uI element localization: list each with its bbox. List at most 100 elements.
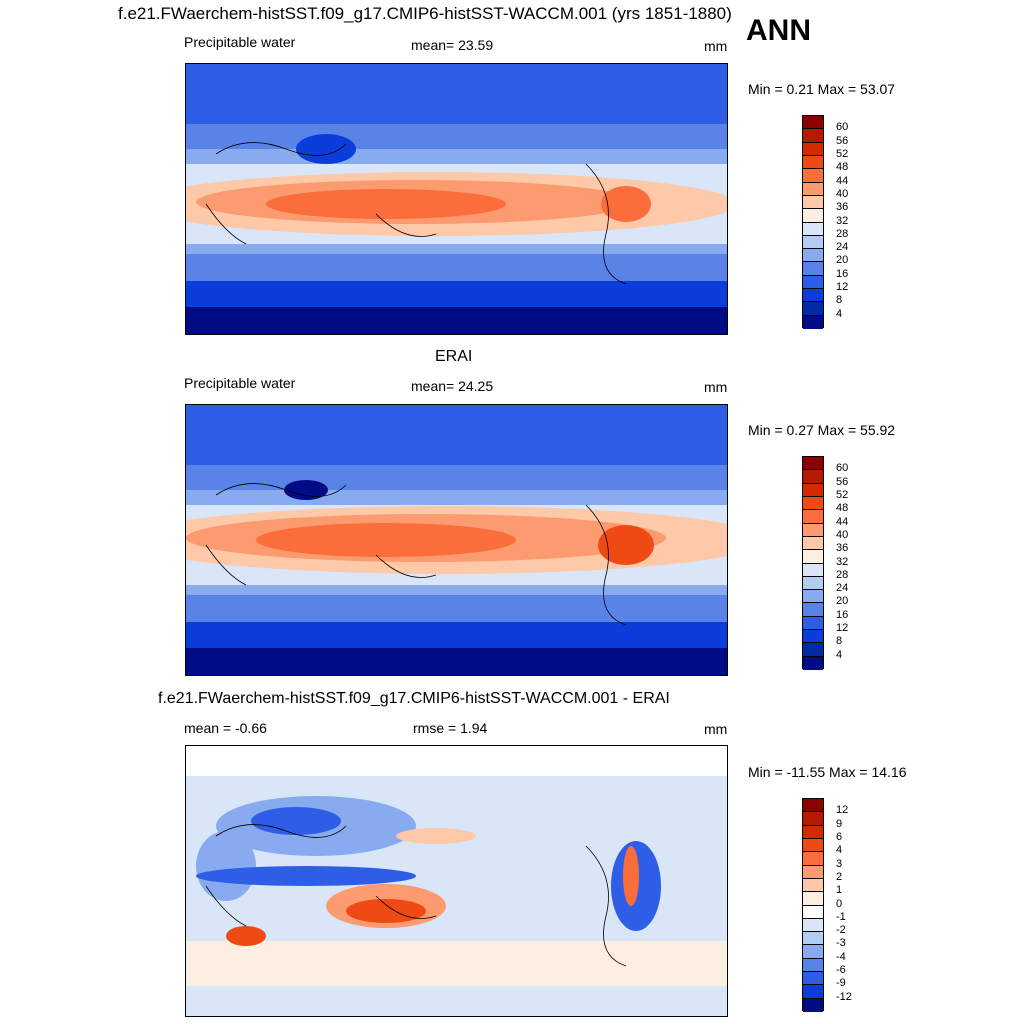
season-label: ANN: [746, 14, 811, 47]
panel3-rmse-label: rmse = 1.94: [413, 720, 488, 736]
colorbar-tick-label: 12: [836, 622, 849, 635]
colorbar-swatch: [803, 510, 823, 524]
panel3-map: [185, 745, 728, 1017]
colorbar-tick-label: 9: [836, 817, 843, 830]
panel1-mean-label: mean= 23.59: [411, 37, 494, 53]
colorbar-tick-label: 40: [836, 187, 849, 200]
colorbar-swatch: [803, 523, 823, 537]
colorbar-tick-label: 20: [836, 595, 849, 608]
colorbar-swatch: [803, 799, 823, 813]
colorbar-swatch: [803, 576, 823, 591]
panel3-minmax-label: Min = -11.55 Max = 14.16: [748, 764, 907, 780]
panel3-mean-label: mean = -0.66: [184, 720, 267, 736]
colorbar-swatch: [803, 222, 823, 236]
colorbar-swatch: [803, 932, 823, 946]
panel2-heading: ERAI: [435, 348, 473, 365]
colorbar-swatch: [803, 129, 823, 143]
colorbar-swatch: [803, 865, 823, 879]
colorbar-tick-label: 4: [836, 307, 843, 320]
panel2-map: [185, 404, 728, 676]
panel2-variable-label: Precipitable water: [184, 375, 296, 391]
figure-title: f.e21.FWaerchem-histSST.f09_g17.CMIP6-hi…: [118, 4, 732, 23]
colorbar-tick-label: 36: [836, 201, 849, 214]
panel2-minmax-label: Min = 0.27 Max = 55.92: [748, 422, 896, 438]
colorbar-tick-label: -9: [836, 977, 846, 990]
colorbar-swatch: [803, 892, 823, 906]
colorbar-swatch: [803, 838, 823, 853]
colorbar-tick-label: 8: [836, 294, 843, 307]
colorbar-swatch: [803, 496, 823, 511]
colorbar-tick-label: 4: [836, 648, 843, 661]
colorbar-tick-label: 24: [836, 241, 849, 254]
colorbar-tick-label: 4: [836, 844, 843, 857]
colorbar-tick-label: 44: [836, 174, 849, 187]
colorbar-swatch: [803, 302, 823, 316]
colorbar-tick-label: 16: [836, 267, 849, 280]
colorbar-tick-label: 52: [836, 147, 849, 160]
colorbar-tick-label: -3: [836, 937, 846, 950]
panel1-variable-label: Precipitable water: [184, 34, 296, 50]
colorbar-tick-label: 2: [836, 870, 843, 883]
colorbar-swatch: [803, 155, 823, 170]
colorbar-swatch: [803, 249, 823, 263]
panel2-units-label: mm: [704, 379, 728, 395]
panel1-map: [185, 63, 728, 335]
colorbar-swatch: [803, 590, 823, 604]
colorbar-tick-label: 28: [836, 568, 849, 581]
colorbar-swatch: [803, 563, 823, 577]
colorbar-tick-label: 12: [836, 281, 849, 294]
colorbar-swatch: [803, 972, 823, 986]
colorbar-tick-label: 8: [836, 635, 843, 648]
colorbar-tick-label: 6: [836, 830, 843, 843]
colorbar-tick-label: -2: [836, 924, 846, 937]
panel2-map-field: [186, 405, 727, 675]
colorbar-swatch: [803, 289, 823, 303]
colorbar-tick-label: -4: [836, 950, 846, 963]
colorbar-tick-label: 3: [836, 857, 843, 870]
colorbar-swatch: [803, 643, 823, 657]
colorbar-swatch: [803, 142, 823, 156]
colorbar-tick-label: 12: [836, 804, 849, 817]
colorbar-swatch: [803, 656, 823, 670]
colorbar-tick-label: 40: [836, 528, 849, 541]
colorbar-tick-label: -6: [836, 964, 846, 977]
panel1-map-field: [186, 64, 727, 334]
colorbar-swatch: [803, 998, 823, 1012]
colorbar-tick-label: -12: [836, 990, 852, 1003]
colorbar-tick-label: 24: [836, 582, 849, 595]
panel3-units-label: mm: [704, 721, 728, 737]
colorbar-swatch: [803, 262, 823, 276]
colorbar-swatch: [803, 825, 823, 839]
colorbar-swatch: [803, 603, 823, 617]
colorbar-swatch: [803, 275, 823, 290]
panel3-map-field: [186, 746, 727, 1016]
panel2-mean-label: mean= 24.25: [411, 378, 494, 394]
colorbar-swatch: [803, 918, 823, 933]
panel1-colorbar: [802, 115, 824, 329]
colorbar-swatch: [803, 852, 823, 866]
colorbar-swatch: [803, 878, 823, 893]
colorbar-tick-label: 56: [836, 475, 849, 488]
colorbar-swatch: [803, 905, 823, 919]
colorbar-tick-label: 28: [836, 227, 849, 240]
colorbar-tick-label: 56: [836, 134, 849, 147]
colorbar-swatch: [803, 616, 823, 631]
colorbar-swatch: [803, 209, 823, 223]
colorbar-swatch: [803, 985, 823, 999]
colorbar-tick-label: 48: [836, 502, 849, 515]
colorbar-swatch: [803, 457, 823, 471]
colorbar-swatch: [803, 812, 823, 826]
colorbar-swatch: [803, 116, 823, 130]
panel3-heading: f.e21.FWaerchem-histSST.f09_g17.CMIP6-hi…: [158, 690, 670, 707]
colorbar-tick-label: 32: [836, 555, 849, 568]
colorbar-swatch: [803, 945, 823, 959]
colorbar-tick-label: -1: [836, 910, 846, 923]
colorbar-swatch: [803, 483, 823, 497]
colorbar-tick-label: 60: [836, 462, 849, 475]
colorbar-swatch: [803, 182, 823, 196]
colorbar-swatch: [803, 315, 823, 329]
colorbar-tick-label: 1: [836, 884, 843, 897]
colorbar-tick-label: 0: [836, 897, 843, 910]
panel2-colorbar: [802, 456, 824, 670]
colorbar-swatch: [803, 958, 823, 973]
